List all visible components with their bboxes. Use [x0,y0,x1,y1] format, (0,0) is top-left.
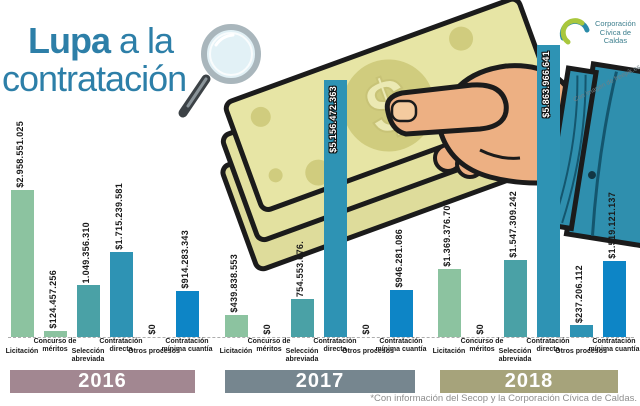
bar [11,190,34,337]
logo-line3: Caldas [603,36,628,46]
title-rest: a la [110,20,174,61]
category-label: Contratación directa [526,338,570,353]
bar-value-label: $1.547.309.242 [508,191,518,258]
bar-value-label: $1.715.239.581 [114,183,124,250]
category-label: Otros procesos [128,348,180,355]
bar-value-label: $237.206.112 [574,264,584,323]
category-label: Selección abreviada [285,348,319,363]
bar-value-label: $0 [147,324,157,335]
category-label: Licitación [5,348,39,355]
bar-value-label: 1.049.356.310 [81,221,91,283]
bar [438,269,461,337]
bar-value-label: $0 [262,324,272,335]
bar [603,261,626,337]
chart-baseline [8,337,634,338]
bar-value-label: $2.958.551.025 [15,121,25,188]
bar [570,325,593,337]
category-label: Licitación [432,348,466,355]
bar [110,252,133,337]
bar-value-label: $5.863.966.641 [541,51,551,118]
category-label: Selección abreviada [498,348,532,363]
bar-value-label: $5.156.472.363 [328,86,338,153]
page-title: Lupa a la contratación [2,20,187,98]
bar [291,299,314,337]
bar [44,331,67,337]
logo-corporacion-civica: Corporación Cívica de Caldas [556,14,640,50]
bar-value-label: 754.553.676. [295,240,305,297]
bar [504,260,527,337]
bar [77,285,100,337]
year-band-2018: 2018 [440,370,618,393]
category-label: Concurso de méritos [33,338,77,353]
bar [225,315,248,337]
category-label: Contratación directa [99,338,143,353]
magnifier-icon [178,24,261,118]
year-label: 2016 [78,370,127,392]
bar-value-label: $914.283.343 [180,230,190,289]
year-label: 2017 [295,370,345,392]
category-label: Selección abreviada [71,348,105,363]
category-label: Contratación directa [313,338,357,353]
bar [176,291,199,337]
bar-value-label: $1.369.376.707 [442,200,452,267]
bar-value-label: $0 [475,324,485,335]
logo-swirl-icon [559,18,590,45]
year-band-2017: 2017 [225,370,415,393]
category-label: Concurso de méritos [460,338,504,353]
bar [324,80,347,337]
bar-value-label: $0 [361,324,371,335]
bar-value-label: $1.519.121.137 [607,192,617,259]
category-label: Contratación mínima cuantía [588,338,640,353]
category-label: Contratación mínima cuantía [375,338,427,353]
title-word-lupa: Lupa [28,20,111,61]
category-label: Licitación [219,348,253,355]
category-label: Concurso de méritos [247,338,291,353]
logo-line1: Corporación [595,19,636,28]
bar-value-label: $124.457.256 [48,270,58,329]
bar-value-label: $946.281.086 [394,229,404,288]
category-label: Contratación mínima cuantía [161,338,213,353]
bar [537,45,560,337]
category-label: Otros procesos [555,348,607,355]
bar [390,290,413,337]
year-band-2016: 2016 [10,370,195,393]
logo-line2: Cívica de [599,27,632,37]
bar-value-label: $439.838.553 [229,254,239,313]
category-label: Otros procesos [342,348,394,355]
title-line2: contratación [2,57,187,99]
source-footnote: *Con información del Secop y la Corporac… [370,393,637,404]
logo-text: Corporación Cívica de Caldas [595,19,636,46]
year-label: 2018 [504,370,554,392]
